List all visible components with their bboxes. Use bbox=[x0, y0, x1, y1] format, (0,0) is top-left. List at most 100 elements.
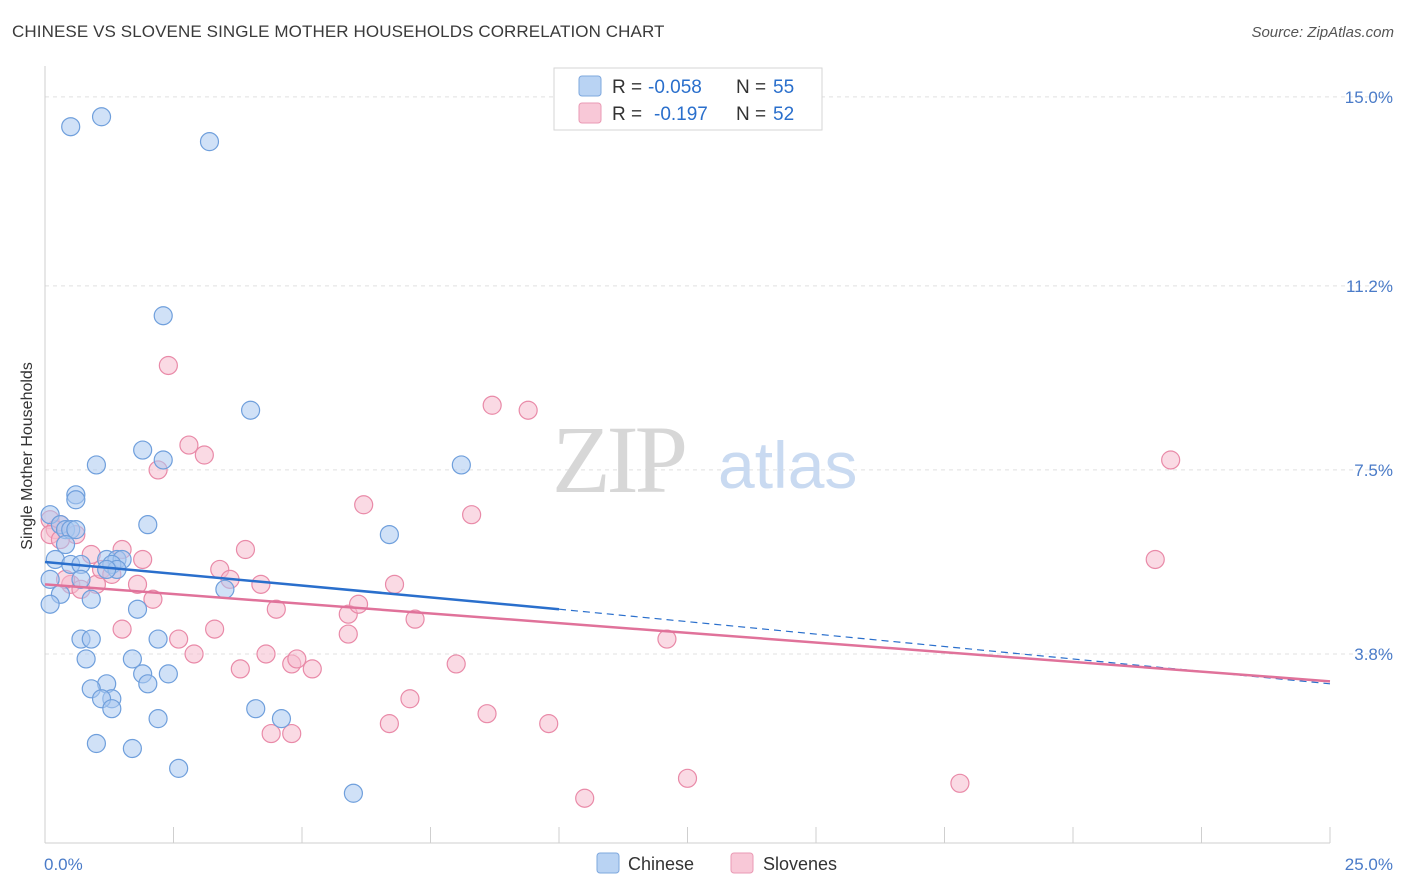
bottom-legend: Chinese Slovenes bbox=[596, 852, 837, 874]
y-tick-label: 11.2% bbox=[1346, 277, 1393, 296]
bottom-legend-chinese-swatch bbox=[596, 852, 620, 874]
chinese-point bbox=[76, 649, 96, 669]
slovene-point bbox=[282, 723, 302, 744]
chinese-point bbox=[379, 524, 399, 545]
chinese-point bbox=[241, 400, 261, 420]
slovene-point bbox=[230, 659, 250, 679]
chinese-point bbox=[451, 455, 471, 475]
slovene-point bbox=[446, 654, 466, 674]
slovene-point bbox=[462, 505, 482, 525]
gridlines bbox=[45, 96, 1392, 655]
legend-slovenes-swatch bbox=[578, 102, 602, 124]
watermark-zip: ZIP bbox=[552, 406, 685, 513]
chinese-point bbox=[81, 629, 101, 649]
legend-slovenes-r-label: R = bbox=[612, 104, 642, 125]
slovene-point bbox=[677, 768, 698, 788]
chinese-point bbox=[271, 709, 292, 729]
chinese-point bbox=[66, 520, 86, 540]
watermark: ZIP atlas bbox=[552, 406, 857, 513]
trend-lines bbox=[44, 560, 1331, 685]
slovene-point bbox=[354, 495, 374, 515]
y-tick-labels: 3.8% 7.5% 11.2% 15.0% bbox=[1345, 88, 1393, 664]
x-tick-label-max: 25.0% bbox=[1345, 855, 1393, 874]
chinese-point bbox=[66, 490, 86, 510]
chinese-point bbox=[138, 674, 158, 694]
legend-slovenes-n-value: 52 bbox=[773, 104, 794, 125]
chart-title: CHINESE VS SLOVENE SINGLE MOTHER HOUSEHO… bbox=[12, 22, 665, 41]
slovene-point bbox=[256, 644, 276, 664]
slovene-point bbox=[482, 395, 502, 415]
chinese-point bbox=[81, 589, 101, 609]
legend-chinese-n-label: N = bbox=[736, 77, 766, 98]
slovene-point bbox=[112, 619, 132, 639]
chinese-point bbox=[199, 132, 220, 152]
chinese-trend-extension bbox=[558, 608, 1331, 685]
chinese-point bbox=[138, 515, 158, 535]
chinese-point bbox=[127, 599, 148, 619]
slovene-point bbox=[302, 659, 322, 679]
slovene-point bbox=[266, 599, 286, 619]
slovene-point bbox=[184, 644, 204, 664]
chinese-point bbox=[55, 534, 76, 555]
chinese-point bbox=[102, 699, 122, 719]
chinese-point bbox=[158, 664, 178, 684]
slovene-point bbox=[1145, 549, 1165, 570]
chinese-point bbox=[148, 629, 168, 649]
slovene-point bbox=[539, 714, 559, 734]
axes bbox=[44, 66, 1331, 844]
chinese-point bbox=[169, 758, 189, 778]
chinese-point bbox=[153, 306, 173, 326]
legend-chinese-n-value: 55 bbox=[773, 77, 794, 98]
chinese-point bbox=[86, 455, 107, 475]
slovene-point bbox=[235, 539, 256, 560]
chinese-point bbox=[40, 594, 60, 614]
source-label: Source: ZipAtlas.com bbox=[1251, 24, 1394, 41]
x-tick-label-min: 0.0% bbox=[44, 855, 83, 874]
slovene-point bbox=[287, 649, 307, 669]
slovene-point bbox=[950, 773, 970, 793]
slovene-point bbox=[143, 589, 163, 609]
slovene-point bbox=[158, 355, 178, 376]
chinese-point bbox=[246, 699, 266, 719]
chinese-point bbox=[71, 569, 91, 589]
series-slovenes-points bbox=[40, 355, 1181, 808]
chinese-point bbox=[61, 117, 81, 137]
chinese-point bbox=[148, 709, 168, 729]
slovene-point bbox=[261, 723, 281, 744]
y-tick-label: 15.0% bbox=[1345, 88, 1393, 107]
slovene-point bbox=[194, 445, 214, 465]
chinese-point bbox=[86, 733, 107, 754]
slovene-point bbox=[518, 400, 538, 420]
slovene-point bbox=[127, 574, 148, 594]
slovene-point bbox=[338, 624, 358, 644]
chinese-point bbox=[343, 783, 363, 803]
legend-slovenes-r-value: -0.197 bbox=[654, 104, 708, 125]
slovene-point bbox=[251, 574, 271, 594]
bottom-legend-chinese-label: Chinese bbox=[628, 854, 694, 874]
slovene-point bbox=[400, 689, 420, 709]
slovene-point bbox=[169, 629, 189, 649]
y-tick-label: 7.5% bbox=[1354, 461, 1393, 480]
chinese-point bbox=[133, 440, 153, 460]
slovene-point bbox=[477, 704, 497, 724]
slovene-point bbox=[133, 549, 153, 570]
legend-chinese-swatch bbox=[578, 75, 602, 97]
chinese-point bbox=[215, 579, 235, 599]
slovene-point bbox=[575, 788, 595, 808]
chinese-point bbox=[153, 450, 173, 470]
legend-slovenes-n-label: N = bbox=[736, 104, 766, 125]
slovene-point bbox=[1161, 450, 1181, 470]
chinese-point bbox=[122, 649, 142, 669]
slovene-point bbox=[405, 609, 425, 629]
slovene-point bbox=[179, 435, 199, 455]
top-legend: R = -0.058 N = 55 R = -0.197 N = 52 bbox=[553, 67, 823, 131]
legend-chinese-r-value: -0.058 bbox=[648, 77, 702, 98]
bottom-legend-slovenes-swatch bbox=[730, 852, 754, 874]
chinese-point bbox=[122, 738, 142, 759]
watermark-atlas: atlas bbox=[718, 428, 857, 502]
slovene-trend-line bbox=[44, 583, 1331, 683]
chinese-point bbox=[91, 107, 112, 127]
slovene-point bbox=[205, 619, 225, 639]
slovene-point bbox=[348, 594, 369, 614]
